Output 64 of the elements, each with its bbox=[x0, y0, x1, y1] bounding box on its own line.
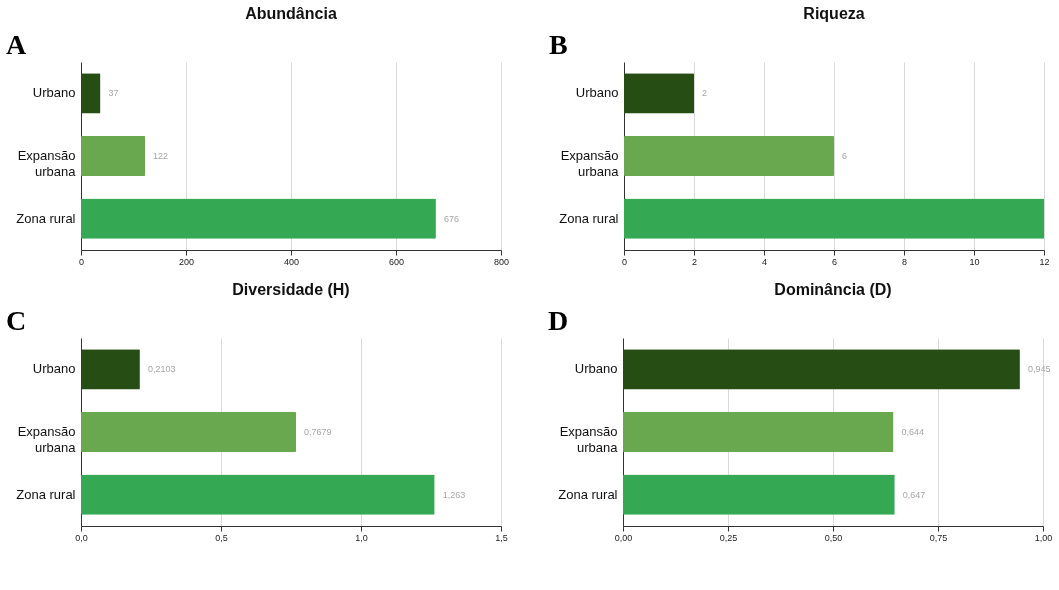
bar bbox=[624, 135, 834, 177]
text: C bbox=[6, 305, 27, 336]
x-tick-label: 10 bbox=[969, 256, 980, 267]
x-tick-label: 0,5 bbox=[215, 532, 228, 543]
data-label: 676 bbox=[443, 213, 459, 224]
x-tick-label: 0 bbox=[621, 256, 628, 267]
data-label: 37 bbox=[108, 88, 119, 99]
x-tick-label: 0,75 bbox=[929, 532, 948, 543]
x-tick-label: 0,50 bbox=[824, 532, 843, 543]
data-label: 2 bbox=[702, 88, 708, 99]
x-tick-label: 0,0 bbox=[75, 532, 88, 543]
y-tick-label: Expansão urbana bbox=[560, 148, 620, 179]
data-label: 0,2103 bbox=[147, 364, 176, 375]
x-tick-label: 800 bbox=[493, 256, 510, 267]
data-label: 1,263 bbox=[442, 489, 466, 500]
bar bbox=[623, 474, 895, 515]
x-tick-label: 12 bbox=[1039, 256, 1050, 267]
x-tick-label: 1,00 bbox=[1034, 532, 1053, 543]
y-tick-label: Urbano bbox=[32, 361, 76, 377]
x-tick-label: 2 bbox=[691, 256, 698, 267]
data-label: 122 bbox=[153, 151, 169, 161]
y-tick-label: Urbano bbox=[574, 361, 618, 377]
y-tick-label: Expansão urbana bbox=[17, 148, 77, 179]
bar bbox=[81, 73, 101, 114]
x-tick-label: 400 bbox=[283, 256, 300, 267]
data-label: 0,647 bbox=[902, 489, 926, 500]
chart-title: Dominância (D) bbox=[774, 281, 892, 298]
y-tick-label: Urbano bbox=[32, 85, 76, 101]
y-tick-label: Zona rural bbox=[559, 210, 619, 226]
y-tick-label: Urbano bbox=[575, 85, 619, 101]
x-tick-label: 0,00 bbox=[614, 532, 633, 543]
bar bbox=[624, 73, 694, 114]
x-tick-label: 1,0 bbox=[355, 532, 368, 543]
text: B bbox=[549, 29, 568, 60]
y-tick-label: Zona rural bbox=[16, 210, 76, 226]
data-label: 0,945 bbox=[1027, 364, 1051, 375]
chart-title: Abundância bbox=[245, 5, 337, 22]
x-tick-label: 600 bbox=[388, 256, 405, 267]
x-tick-label: 8 bbox=[901, 256, 908, 267]
x-tick-label: 0,25 bbox=[719, 532, 738, 543]
bar bbox=[81, 411, 297, 453]
data-label: 0,644 bbox=[901, 427, 925, 437]
data-label: 0,7679 bbox=[304, 427, 332, 437]
x-tick-label: 0 bbox=[78, 256, 85, 267]
bar bbox=[623, 411, 894, 453]
text: D bbox=[548, 305, 569, 336]
bar bbox=[81, 349, 140, 390]
y-tick-label: Expansão urbana bbox=[559, 424, 619, 455]
x-tick-label: 6 bbox=[831, 256, 838, 267]
text: A bbox=[6, 29, 27, 60]
chart-title: Riqueza bbox=[803, 5, 865, 22]
bar bbox=[623, 349, 1020, 390]
x-tick-label: 1,5 bbox=[495, 532, 508, 543]
bar bbox=[81, 135, 146, 177]
y-tick-label: Expansão urbana bbox=[17, 424, 77, 455]
data-label: 6 bbox=[842, 151, 848, 161]
chart-title: Diversidade (H) bbox=[232, 281, 350, 298]
x-tick-label: 200 bbox=[178, 256, 195, 267]
bar bbox=[624, 198, 1044, 239]
y-tick-label: Zona rural bbox=[558, 486, 618, 502]
bar bbox=[81, 474, 435, 515]
bar bbox=[81, 198, 436, 239]
x-tick-label: 4 bbox=[761, 256, 768, 267]
y-tick-label: Zona rural bbox=[16, 486, 76, 502]
